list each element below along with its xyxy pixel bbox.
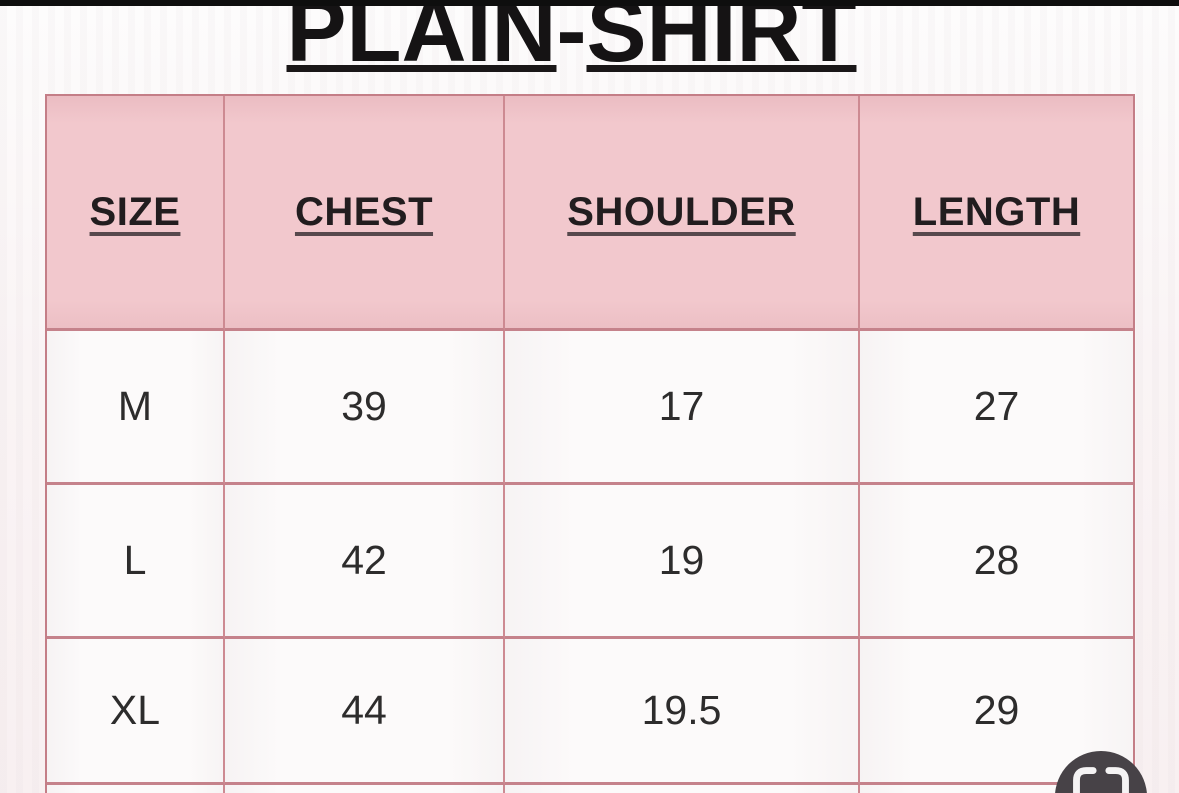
cell-chest-xl: 44 (225, 639, 505, 785)
table-row-partial (225, 785, 505, 793)
crop-button[interactable] (1052, 748, 1150, 793)
cell-length-l: 28 (860, 485, 1133, 639)
title-word-plain: PLAIN (286, 0, 557, 81)
cell-size-xl: XL (47, 639, 225, 785)
header-label-size: SIZE (89, 189, 181, 234)
title-word-shirt: SHIRT (586, 0, 857, 81)
header-cell-size: SIZE (47, 96, 225, 331)
cell-shoulder-m: 17 (505, 331, 860, 485)
table-row-partial (860, 785, 1133, 793)
header-label-chest: CHEST (294, 189, 434, 234)
table-row-partial (47, 785, 225, 793)
cell-chest-l: 42 (225, 485, 505, 639)
cell-size-m: M (47, 331, 225, 485)
header-label-length: LENGTH (912, 189, 1081, 234)
cell-size-l: L (47, 485, 225, 639)
cell-shoulder-xl: 19.5 (505, 639, 860, 785)
header-label-shoulder: SHOULDER (567, 189, 796, 234)
size-chart-table: SIZE CHEST SHOULDER LENGTH M 39 17 27 L … (45, 94, 1135, 793)
header-cell-chest: CHEST (225, 96, 505, 331)
crop-frame-icon (1055, 750, 1147, 793)
cell-length-m: 27 (860, 331, 1133, 485)
cell-shoulder-l: 19 (505, 485, 860, 639)
table-row-partial (505, 785, 860, 793)
top-black-bar (0, 0, 1179, 6)
title-hyphen: - (556, 0, 587, 81)
cell-chest-m: 39 (225, 331, 505, 485)
header-cell-shoulder: SHOULDER (505, 96, 860, 331)
header-cell-length: LENGTH (860, 96, 1133, 331)
page-title: PLAIN-SHIRT (0, 0, 1143, 76)
